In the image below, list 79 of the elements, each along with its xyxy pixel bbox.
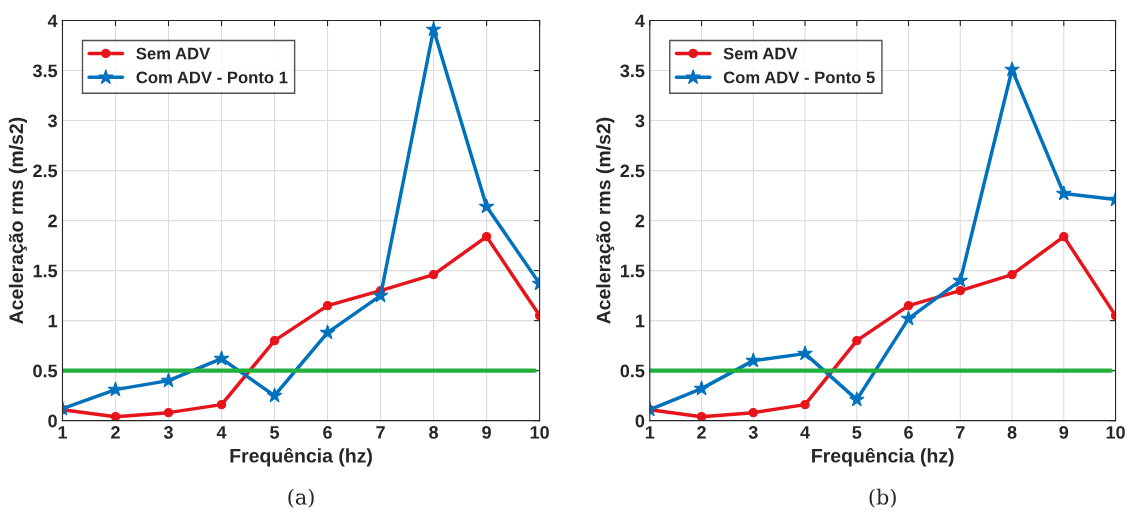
point [319, 324, 336, 340]
point [266, 387, 283, 403]
y-tick-label: 1 [636, 314, 645, 328]
point [160, 372, 177, 388]
y-tick-label: 4 [635, 14, 645, 28]
point [216, 399, 227, 410]
point [800, 399, 810, 410]
x-tick-label: 1 [58, 426, 67, 439]
point [1059, 231, 1069, 242]
point [110, 411, 121, 421]
x-tick-label: 2 [111, 426, 120, 439]
x-tick-label: 7 [376, 426, 385, 439]
y-tick-label: 3.5 [32, 64, 58, 78]
point [322, 300, 333, 311]
y-tick-label: 2.5 [620, 164, 645, 178]
point [481, 231, 492, 242]
y-tick-label: 2 [635, 214, 645, 228]
x-tick-label: 6 [323, 426, 332, 439]
point [425, 21, 442, 37]
point [213, 350, 230, 366]
point [372, 287, 389, 303]
point [849, 391, 865, 407]
x-tick-label: 6 [904, 426, 913, 439]
point [1007, 269, 1017, 280]
x-tick-label: 3 [163, 426, 173, 439]
text: (b) [869, 488, 896, 508]
point [797, 345, 813, 361]
x-tick-label: 7 [956, 426, 965, 439]
y-tick-label: 1 [48, 314, 58, 328]
legend-label: Sem ADV [136, 47, 211, 60]
y-tick-label: 0 [635, 414, 645, 428]
y-tick-label: 1.5 [620, 264, 645, 278]
x-axis-title: Frequência (hz) [812, 447, 954, 467]
point [163, 407, 174, 418]
y-tick-label: 2.5 [33, 164, 58, 178]
point [696, 411, 707, 421]
y-tick-label: 4 [47, 14, 58, 28]
legend-label: Com ADV - Ponto 5 [723, 71, 875, 84]
point [955, 285, 965, 296]
x-tick-label: 3 [748, 426, 758, 439]
point [748, 407, 758, 418]
y-tick-label: 0.5 [620, 364, 645, 378]
x-tick-label: 9 [482, 426, 491, 439]
y-tick-label: 3 [635, 114, 645, 128]
legend-label: Sem ADV [723, 47, 798, 60]
point [693, 380, 710, 396]
text: (a) [288, 488, 314, 508]
x-tick-label: 4 [800, 426, 810, 439]
x-tick-label: 9 [1059, 426, 1069, 439]
y-axis-title: Aceleração rms (m/s2) [596, 117, 615, 324]
y-tick-label: 2 [48, 214, 57, 228]
x-tick-label: 8 [1007, 426, 1017, 439]
x-tick-label: 2 [697, 426, 706, 439]
point [900, 310, 917, 326]
point [852, 335, 862, 346]
x-tick-label: 4 [216, 426, 227, 439]
point [269, 335, 280, 346]
y-tick-label: 0 [48, 414, 57, 428]
point [745, 352, 762, 368]
x-tick-label: 10 [530, 426, 549, 439]
y-tick-label: 1.5 [33, 264, 58, 278]
y-tick-label: 3.5 [620, 64, 645, 78]
point [1056, 185, 1072, 201]
legend-label: Com ADV - Ponto 1 [136, 71, 288, 84]
point [428, 269, 439, 280]
point [903, 300, 914, 311]
y-axis-title: Aceleração rms (m/s2) [8, 117, 27, 324]
x-tick-label: 5 [270, 426, 280, 439]
x-axis-title: Frequência (hz) [230, 447, 372, 467]
point [107, 381, 124, 397]
y-tick-label: 0.5 [33, 364, 58, 378]
point [1004, 61, 1020, 77]
point [478, 198, 495, 214]
point [952, 272, 969, 288]
x-tick-label: 1 [645, 426, 655, 439]
y-tick-label: 3 [47, 114, 57, 128]
x-tick-label: 10 [1106, 426, 1125, 439]
x-tick-label: 5 [852, 426, 862, 439]
x-tick-label: 8 [429, 426, 439, 439]
